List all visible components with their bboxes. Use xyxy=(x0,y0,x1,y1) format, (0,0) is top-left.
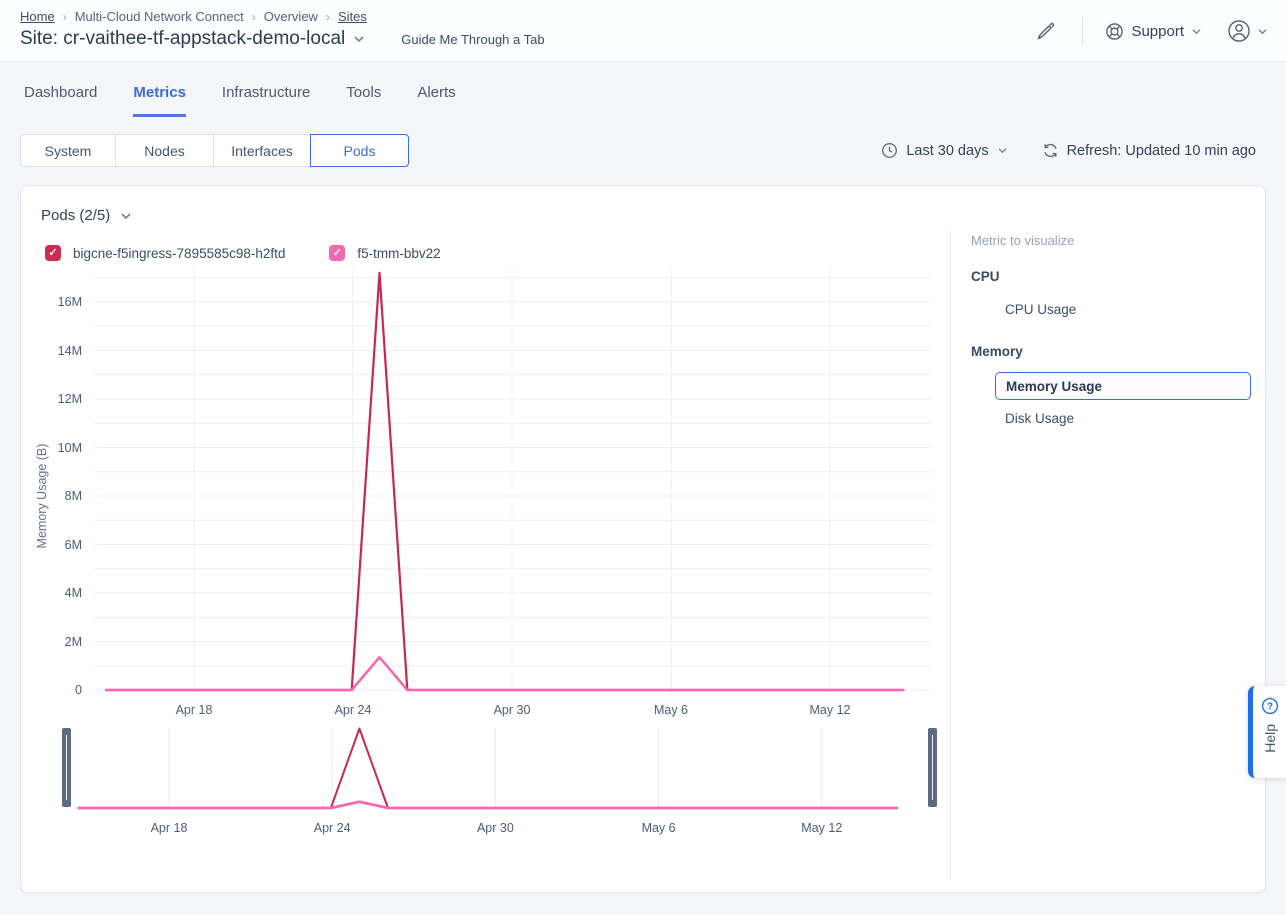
pods-panel-header[interactable]: Pods (2/5) xyxy=(41,207,132,224)
help-button[interactable]: ? Help xyxy=(1248,686,1286,778)
brush-x-axis-tick-label: Apr 18 xyxy=(150,821,188,835)
pods-panel-chevron-down-icon xyxy=(121,212,131,219)
support-label: Support xyxy=(1131,22,1184,40)
metric-item-memory-usage[interactable]: Memory Usage xyxy=(995,372,1251,400)
y-axis-tick-label: 12M xyxy=(57,392,82,406)
breadcrumb-mcn: Multi-Cloud Network Connect xyxy=(74,9,244,24)
time-range-label: Last 30 days xyxy=(906,142,989,159)
edit-pencil-icon[interactable] xyxy=(1034,20,1056,42)
legend-label: f5-tmm-bbv22 xyxy=(357,245,441,261)
x-axis-tick-label: Apr 18 xyxy=(175,703,213,717)
tab-dashboard[interactable]: Dashboard xyxy=(24,84,98,101)
time-range-chevron-down-icon xyxy=(998,148,1007,154)
legend-label: bigcne-f5ingress-7895585c98-h2ftd xyxy=(73,245,286,261)
segment-nodes[interactable]: Nodes xyxy=(116,134,214,167)
segment-system[interactable]: System xyxy=(20,134,116,167)
legend-item-f5tmm[interactable]: f5-tmm-bbv22 xyxy=(329,245,441,261)
metric-group-cpu: CPU xyxy=(971,269,1000,284)
chart-legend: bigcne-f5ingress-7895585c98-h2ftd f5-tmm… xyxy=(45,245,441,261)
segment-interfaces[interactable]: Interfaces xyxy=(214,134,311,167)
metrics-scope-segmented-control: System Nodes Interfaces Pods xyxy=(20,134,409,167)
header-divider xyxy=(1082,17,1084,45)
refresh-button[interactable]: Refresh: Updated 10 min ago xyxy=(1042,142,1256,159)
breadcrumb-home[interactable]: Home xyxy=(20,9,55,24)
breadcrumb: Home › Multi-Cloud Network Connect › Ove… xyxy=(20,9,367,24)
support-chevron-down-icon xyxy=(1192,28,1201,34)
brush-handle-right[interactable] xyxy=(928,728,937,807)
legend-item-bigcne[interactable]: bigcne-f5ingress-7895585c98-h2ftd xyxy=(45,245,285,261)
brush-x-axis-tick-label: Apr 24 xyxy=(313,821,351,835)
site-selector-chevron-down-icon[interactable] xyxy=(353,35,365,43)
y-axis-tick-label: 16M xyxy=(57,295,82,309)
breadcrumb-separator: › xyxy=(325,9,330,24)
brush-x-axis-tick-label: Apr 30 xyxy=(476,821,514,835)
account-icon xyxy=(1228,20,1250,42)
metric-item-disk-usage[interactable]: Disk Usage xyxy=(1005,411,1075,426)
breadcrumb-separator: › xyxy=(62,9,67,24)
tab-infrastructure[interactable]: Infrastructure xyxy=(221,84,311,101)
support-menu[interactable]: Support xyxy=(1105,22,1202,41)
page-title: Site: cr-vaithee-tf-appstack-demo-local xyxy=(20,28,346,49)
brush-x-axis-tick-label: May 6 xyxy=(641,821,676,835)
pods-metrics-card: Pods (2/5) bigcne-f5ingress-7895585c98-h… xyxy=(20,185,1266,893)
metric-group-memory: Memory xyxy=(971,344,1023,359)
x-axis-tick-label: May 12 xyxy=(809,703,851,717)
y-axis-tick-label: 8M xyxy=(64,489,82,503)
brush-x-axis-tick-label: May 12 xyxy=(801,821,843,835)
svg-text:?: ? xyxy=(1266,702,1272,713)
pods-panel-title: Pods (2/5) xyxy=(41,207,111,224)
metric-selector-panel: Metric to visualize CPU CPU Usage Memory… xyxy=(950,231,1266,880)
timeline-brush-chart[interactable] xyxy=(63,726,937,812)
refresh-icon xyxy=(1043,143,1057,158)
breadcrumb-separator: › xyxy=(251,9,256,24)
tab-alerts[interactable]: Alerts xyxy=(417,84,456,101)
help-question-icon: ? xyxy=(1261,697,1278,715)
x-axis-tick-label: May 6 xyxy=(653,703,689,717)
x-axis-tick-label: Apr 30 xyxy=(493,703,531,717)
y-axis-tick-label: 14M xyxy=(57,343,82,358)
y-axis-tick-label: 0 xyxy=(75,683,82,697)
lifebuoy-icon xyxy=(1106,22,1124,40)
tab-metrics[interactable]: Metrics xyxy=(133,84,186,117)
legend-checkbox-crimson[interactable] xyxy=(45,245,61,261)
main-tabs: Dashboard Metrics Infrastructure Tools A… xyxy=(24,84,456,117)
breadcrumb-sites[interactable]: Sites xyxy=(337,9,367,24)
time-range-dropdown[interactable]: Last 30 days xyxy=(881,142,1007,159)
clock-icon xyxy=(882,143,898,158)
x-axis-tick-label: Apr 24 xyxy=(334,703,372,717)
tab-tools[interactable]: Tools xyxy=(346,84,382,101)
page-header: Home › Multi-Cloud Network Connect › Ove… xyxy=(0,0,1286,62)
guide-me-link[interactable]: Guide Me Through a Tab xyxy=(401,31,545,47)
account-menu[interactable] xyxy=(1226,18,1268,44)
y-axis-tick-label: 4M xyxy=(64,586,82,600)
breadcrumb-overview: Overview xyxy=(263,9,318,24)
help-label: Help xyxy=(1261,724,1278,753)
memory-usage-line-chart[interactable] xyxy=(86,269,936,697)
legend-checkbox-pink[interactable] xyxy=(329,245,346,261)
y-axis-tick-label: 6M xyxy=(64,537,82,552)
segment-pods[interactable]: Pods xyxy=(310,134,409,167)
y-axis-tick-label: 10M xyxy=(57,440,82,455)
brush-handle-left[interactable] xyxy=(62,728,71,807)
metric-item-cpu-usage[interactable]: CPU Usage xyxy=(1005,302,1077,317)
account-chevron-down-icon xyxy=(1258,28,1267,34)
y-axis-tick-label: 2M xyxy=(64,634,82,649)
refresh-label: Refresh: Updated 10 min ago xyxy=(1066,142,1256,159)
metric-panel-title: Metric to visualize xyxy=(971,233,1075,248)
